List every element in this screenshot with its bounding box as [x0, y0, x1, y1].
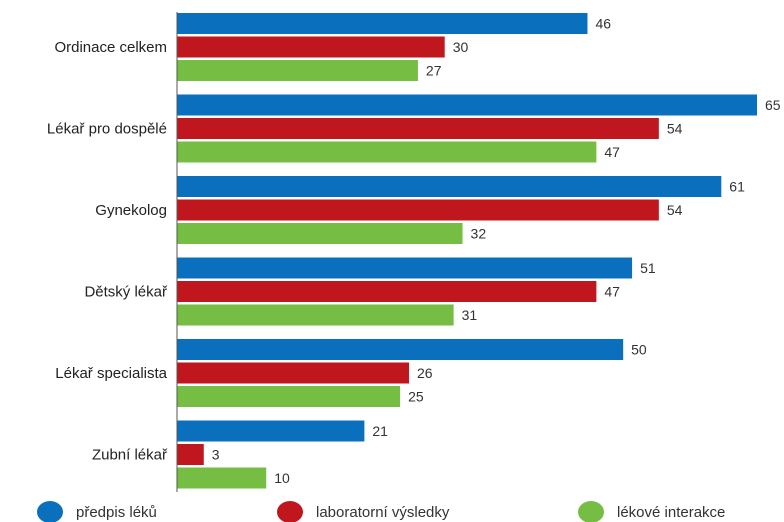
bar-3-1	[177, 60, 418, 81]
bar-3-3	[177, 223, 463, 244]
value-label: 47	[604, 284, 620, 300]
category-label: Zubní lékař	[92, 447, 168, 464]
value-label: 65	[765, 97, 781, 113]
category-label: Gynekolog	[95, 202, 167, 219]
value-label: 25	[408, 389, 424, 405]
category-label: Ordinace celkem	[54, 39, 167, 56]
bar-2-4	[177, 281, 597, 302]
category-labels: Ordinace celkem Lékař pro dospělé Gynekolo…	[47, 39, 168, 464]
bar-2-5	[177, 362, 409, 384]
bar-1-3	[177, 176, 722, 197]
category-label: Dětský lékař	[84, 284, 168, 301]
category-label: Lékař pro dospělé	[47, 121, 167, 138]
bar-1-1	[177, 13, 588, 34]
legend-label: laboratorní výsledky	[316, 504, 450, 521]
value-label: 54	[667, 121, 683, 137]
bar-1-2	[177, 94, 757, 116]
value-label: 61	[729, 179, 745, 195]
legend-marker	[37, 501, 63, 522]
legend: předpis léků laboratorní výsledky lékové i…	[37, 501, 725, 522]
legend-marker	[578, 501, 604, 522]
bar-3-5	[177, 386, 401, 407]
bar-2-6	[177, 444, 204, 465]
legend-label: lékové interakce	[617, 504, 725, 521]
legend-marker	[277, 501, 303, 522]
legend-label: předpis léků	[76, 504, 157, 521]
bar-2-3	[177, 199, 659, 221]
bars-group: 46 30 27 65 54 47 61 54 32 51 47 31 50 26 25 21 3 10	[177, 13, 781, 489]
value-label: 32	[471, 226, 487, 242]
value-label: 21	[372, 423, 388, 439]
value-label: 31	[462, 307, 478, 323]
bar-3-4	[177, 304, 454, 326]
bar-2-2	[177, 118, 659, 139]
value-label: 54	[667, 202, 683, 218]
value-label: 30	[453, 39, 469, 55]
category-label: Lékař specialista	[55, 365, 167, 382]
bar-1-4	[177, 257, 633, 279]
value-label: 26	[417, 365, 433, 381]
bar-3-6	[177, 467, 267, 489]
bar-1-6	[177, 420, 365, 442]
value-label: 27	[426, 63, 442, 79]
bar-3-2	[177, 141, 597, 163]
value-label: 3	[212, 447, 220, 463]
bar-2-1	[177, 36, 445, 58]
value-label: 47	[604, 144, 620, 160]
value-label: 46	[595, 16, 611, 32]
value-label: 51	[640, 260, 656, 276]
value-label: 10	[274, 470, 290, 486]
bar-1-5	[177, 339, 624, 360]
value-label: 50	[631, 342, 647, 358]
